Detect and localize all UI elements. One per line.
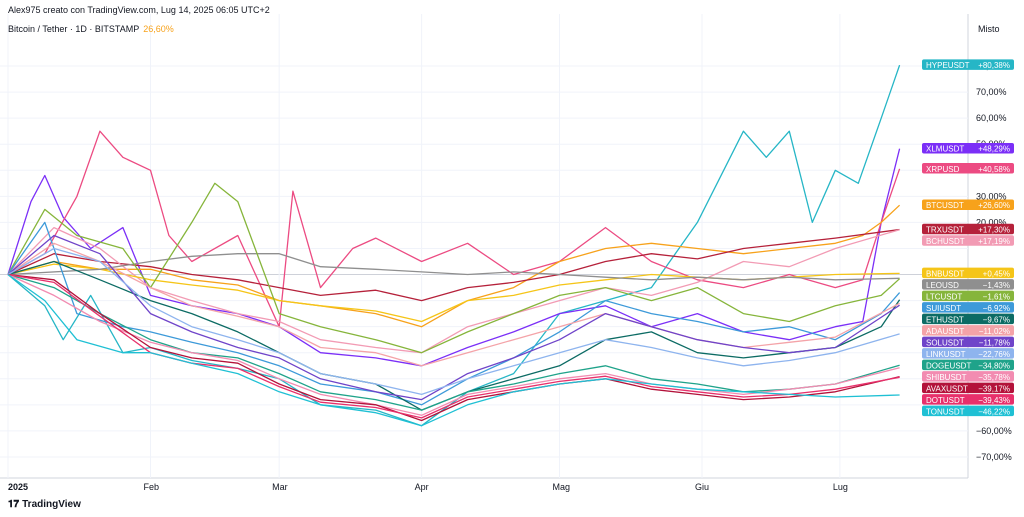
series-end-labels: HYPEUSDT +80,38% XLMUSDT +48,29% XRPUSD +40,5… — [922, 59, 1014, 416]
series-line-shibusdt — [7, 273, 900, 416]
series-line-bchusdt — [7, 226, 900, 354]
series-line-btcusdt — [7, 204, 901, 328]
end-label-xrpusd: XRPUSD +40,58% — [922, 163, 1014, 174]
end-label-name: ETHUSDT — [926, 315, 964, 324]
x-tick-label: Mag — [553, 482, 571, 492]
x-tick-label: Giu — [695, 482, 709, 492]
series-line-suiusdt — [7, 221, 901, 406]
end-label-value: −22,76% — [978, 350, 1010, 359]
end-label-value: −11,02% — [979, 327, 1010, 336]
series-line-ltcusdt — [7, 182, 901, 354]
y-tick-label: 60,00% — [976, 113, 1007, 123]
end-label-value: +17,30% — [978, 225, 1010, 234]
y-tick-label: 20,00% — [976, 217, 1007, 227]
y-tick-label: 30,00% — [976, 191, 1007, 201]
credit-line: Alex975 creato con TradingView.com, Lug … — [8, 5, 270, 15]
series-lines — [7, 64, 901, 427]
end-label-name: LEOUSD — [926, 281, 959, 290]
end-label-tonusdt: TONUSDT −46,22% — [922, 405, 1014, 416]
x-tick-label: Apr — [415, 482, 429, 492]
series-line-avaxusdt — [7, 273, 900, 422]
series-line-xrpusd — [7, 130, 901, 328]
series-line-tonusdt — [7, 273, 900, 427]
end-label-value: +48,29% — [978, 145, 1010, 154]
end-label-name: BNBUSDT — [926, 269, 964, 278]
end-label-bnbusdt: BNBUSDT +0,45% — [922, 267, 1014, 278]
end-label-name: AVAXUSDT — [926, 384, 968, 393]
series-line-xlmusdt — [7, 148, 901, 367]
end-label-name: LTCUSDT — [926, 292, 962, 301]
tradingview-logo[interactable]: 𝟏𝟕 TradingView — [8, 499, 81, 510]
end-label-leousd: LEOUSD −1,43% — [922, 279, 1014, 290]
tradingview-logo-icon: 𝟏𝟕 — [8, 499, 20, 510]
logo-text: TradingView — [22, 499, 81, 510]
end-label-dogeusdt: DOGEUSDT −34,80% — [922, 359, 1014, 370]
end-label-value: −35,78% — [978, 373, 1010, 382]
x-tick-label: 2025 — [8, 482, 28, 492]
end-label-suiusdt: SUIUSDT −6,92% — [922, 302, 1014, 313]
x-tick-label: Lug — [833, 482, 848, 492]
end-label-ltcusdt: LTCUSDT −1,61% — [922, 290, 1014, 301]
end-label-btcusdt: BTCUSDT +26,60% — [922, 199, 1014, 210]
end-label-value: −39,43% — [978, 396, 1010, 405]
symbol-name: Bitcoin / Tether · 1D · BITSTAMP — [8, 24, 140, 34]
end-label-name: TRXUSDT — [926, 225, 964, 234]
y-tick-label: −70,00% — [976, 452, 1012, 462]
end-label-xlmusdt: XLMUSDT +48,29% — [922, 142, 1014, 154]
symbol-legend[interactable]: Bitcoin / Tether · 1D · BITSTAMP 26,60% — [8, 24, 174, 34]
x-tick-label: Mar — [272, 482, 288, 492]
end-label-ethusdt: ETHUSDT −9,67% — [922, 313, 1014, 324]
y-tick-label: −60,00% — [976, 426, 1012, 436]
end-label-dotusdt: DOTUSDT −39,43% — [922, 394, 1014, 405]
symbol-change: 26,60% — [143, 24, 174, 34]
series-line-dogeusdt — [7, 273, 900, 411]
end-label-value: +40,58% — [978, 165, 1010, 174]
end-label-bchusdt: BCHUSDT +17,19% — [922, 235, 1014, 246]
end-label-value: −1,43% — [983, 281, 1010, 290]
series-line-hypeusdt — [7, 64, 901, 427]
end-label-avaxusdt: AVAXUSDT −39,17% — [922, 382, 1014, 393]
end-label-name: TONUSDT — [926, 407, 965, 416]
y-tick-label: 70,00% — [976, 87, 1007, 97]
end-label-value: −6,92% — [983, 304, 1010, 313]
end-label-adausdt: ADAUSDT −11,02% — [922, 325, 1014, 336]
end-label-name: XRPUSD — [926, 165, 960, 174]
end-label-name: DOTUSDT — [926, 396, 965, 405]
end-label-value: +80,38% — [978, 61, 1010, 70]
end-label-hypeusdt: HYPEUSDT +80,38% — [922, 59, 1014, 70]
end-label-name: SUIUSDT — [926, 304, 961, 313]
end-label-name: DOGEUSDT — [926, 361, 971, 370]
series-line-linkusdt — [7, 247, 900, 396]
series-line-dotusdt — [7, 273, 900, 419]
end-label-name: BCHUSDT — [926, 237, 965, 246]
series-line-adausdt — [7, 242, 900, 367]
grid — [0, 14, 969, 479]
end-label-value: +17,19% — [978, 237, 1010, 246]
end-label-value: −46,22% — [978, 407, 1010, 416]
end-label-value: +0,45% — [983, 269, 1010, 278]
end-label-name: SOLUSDT — [926, 338, 964, 347]
end-label-trxusdt: TRXUSDT +17,30% — [922, 223, 1014, 234]
price-axis-title[interactable]: Misto — [978, 24, 1000, 34]
end-label-name: BTCUSDT — [926, 201, 964, 210]
end-label-shibusdt: SHIBUSDT −35,78% — [922, 371, 1014, 382]
end-label-name: SHIBUSDT — [926, 373, 967, 382]
end-label-value: −1,61% — [983, 292, 1010, 301]
series-line-trxusdt — [7, 228, 900, 302]
end-label-value: +26,60% — [978, 201, 1010, 210]
series-line-leousd — [7, 253, 900, 281]
end-label-solusdt: SOLUSDT −11,78% — [922, 336, 1014, 347]
end-label-name: ADAUSDT — [926, 327, 964, 336]
end-label-name: LINKUSDT — [926, 350, 966, 359]
end-label-value: −34,80% — [978, 361, 1010, 370]
x-axis: 2025 Feb Mar Apr Mag Giu Lug — [8, 482, 848, 492]
end-label-name: HYPEUSDT — [926, 61, 970, 70]
end-label-value: −9,67% — [983, 315, 1010, 324]
end-label-name: XLMUSDT — [926, 145, 964, 154]
end-label-linkusdt: LINKUSDT −22,76% — [922, 348, 1014, 359]
x-tick-label: Feb — [143, 482, 159, 492]
end-label-value: −39,17% — [978, 384, 1010, 393]
end-label-value: −11,78% — [979, 338, 1010, 347]
